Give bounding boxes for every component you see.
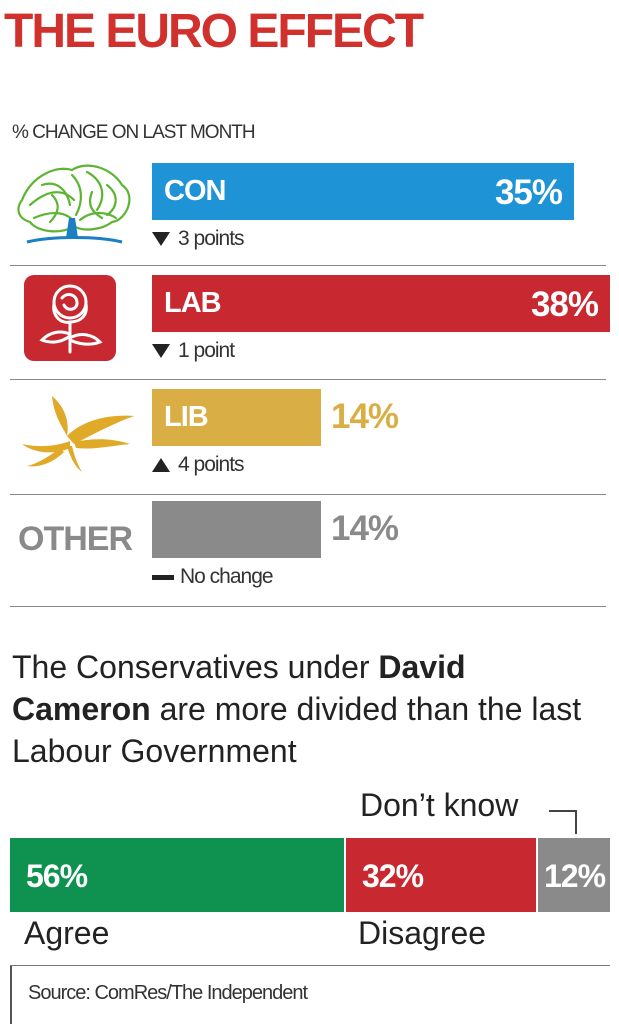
dont-know-leader-line-vertical [575,810,577,834]
segment-value-label: 56% [26,858,88,894]
footer-rule-vertical [10,965,12,1024]
change-text: 1 point [178,339,235,362]
bar-lab: LAB 38% [152,275,610,332]
party-label-other: OTHER [18,520,133,558]
value-label-other: 14% [331,509,399,548]
question-text: The Conservatives under [12,649,379,685]
segment-disagree: 32% [346,838,536,912]
change-note-lab: 1 point [152,338,235,364]
question-text: are more divided than the last Labour Go… [12,691,582,769]
change-note-other: No change [152,564,274,590]
bar-con: CON 35% [152,163,574,220]
value-label-lib: 14% [331,397,399,436]
change-text: 3 points [178,227,245,250]
chart-title: THE EURO EFFECT [4,5,424,58]
row-divider [10,379,606,380]
dont-know-label: Don’t know [360,787,519,823]
bar-label-lib: LIB [164,401,209,433]
bar-label-lab: LAB [164,287,222,319]
bar-lib: LIB [152,389,321,446]
row-divider [10,606,606,607]
change-text: No change [180,565,274,588]
party-row-other: OTHER 14% No change [0,496,606,610]
value-label-lab: 38% [530,285,599,324]
party-row-con: CON 35% 3 points [0,158,606,272]
labour-rose-logo [24,275,116,361]
conservative-tree-logo [17,164,131,244]
change-note-con: 3 points [152,226,245,252]
bar-other [152,501,321,558]
value-label-con: 35% [494,173,563,212]
footer-rule [10,965,610,966]
row-divider [10,265,606,266]
no-change-dash-icon [152,574,174,580]
segment-value-label: 12% [544,858,606,894]
survey-question: The Conservatives under David Cameron ar… [12,646,612,772]
libdem-bird-logo [22,396,134,472]
chart-subtitle: % CHANGE ON LAST MONTH [12,122,256,143]
segment-category-label: Agree [24,915,110,951]
segment-agree: 56% [10,838,344,912]
down-triangle-icon [152,344,170,358]
row-divider [10,494,606,495]
party-row-lab: LAB 38% 1 point [0,270,610,384]
segment-category-label: Disagree [358,915,487,951]
bar-label-con: CON [164,175,226,207]
change-text: 4 points [178,453,245,476]
dont-know-leader-line [549,810,577,812]
up-triangle-icon [152,458,170,472]
segment-value-label: 32% [362,858,424,894]
party-row-lib: LIB 14% 4 points [0,384,606,498]
segment-don-t-know: 12% [538,838,610,912]
down-triangle-icon [152,232,170,246]
question-emphasis: David Cameron [12,649,466,727]
change-note-lib: 4 points [152,452,245,478]
source-note: Source: ComRes/The Independent [28,982,308,1004]
